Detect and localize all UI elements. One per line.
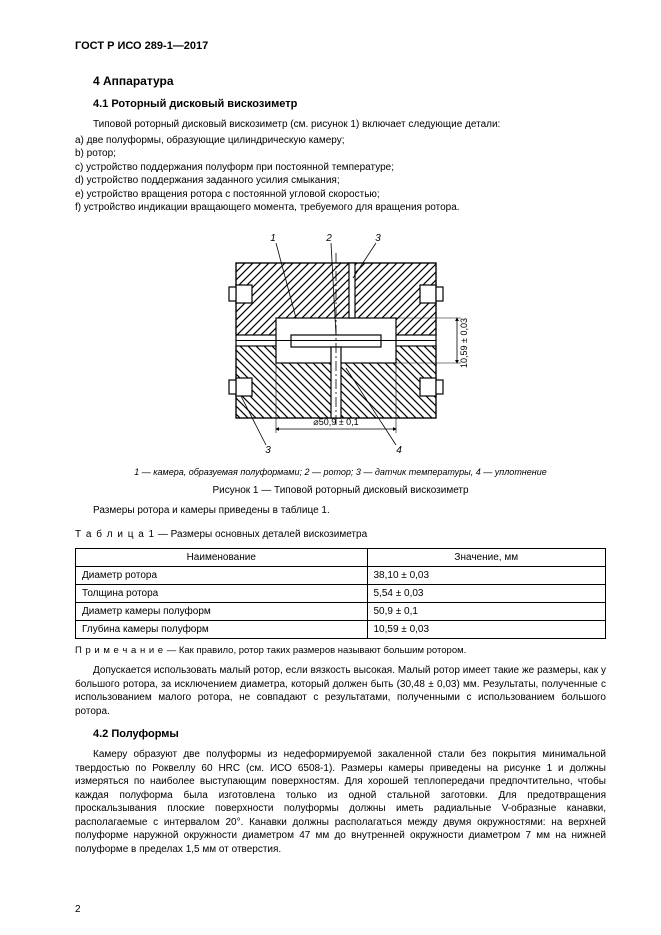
table-1-note: П р и м е ч а н и е — Как правило, ротор… [75, 645, 606, 656]
page-number: 2 [75, 904, 81, 915]
table-cell-name: Диаметр ротора [76, 567, 368, 585]
table-1-h-name: Наименование [76, 549, 368, 567]
table-row: Диаметр ротора 38,10 ± 0,03 [76, 567, 606, 585]
s41-item-e: e) устройство вращения ротора с постоянн… [75, 188, 606, 202]
figure-1-caption: Рисунок 1 — Типовой роторный дисковый ви… [75, 485, 606, 496]
table-cell-name: Диаметр камеры полуформ [76, 603, 368, 621]
table-cell-value: 38,10 ± 0,03 [367, 567, 606, 585]
table-1-title: Т а б л и ц а 1 — Размеры основных детал… [75, 529, 606, 540]
s41-item-c: c) устройство поддержания полуформ при п… [75, 161, 606, 175]
para-small-rotor: Допускается использовать малый ротор, ес… [75, 664, 606, 718]
fig-label-3: 3 [375, 233, 381, 244]
table-1-title-prefix: Т а б л и ц а 1 [75, 529, 155, 540]
table-row: Толщина ротора 5,54 ± 0,03 [76, 585, 606, 603]
figure-1: 1 2 3 3 4 ⌀50,9 ± 0,1 10,59 ± 0,03 [75, 223, 606, 461]
fig-label-1: 1 [270, 233, 276, 244]
table-cell-name: Глубина камеры полуформ [76, 621, 368, 639]
fig-label-4: 4 [396, 445, 402, 456]
s41-item-d: d) устройство поддержания заданного усил… [75, 174, 606, 188]
fig-dim-h: 10,59 ± 0,03 [459, 318, 469, 368]
table-cell-value: 50,9 ± 0,1 [367, 603, 606, 621]
table-cell-value: 5,54 ± 0,03 [367, 585, 606, 603]
s41-item-f: f) устройство индикации вращающего момен… [75, 201, 606, 215]
s41-item-b: b) ротор; [75, 147, 606, 161]
page: ГОСТ Р ИСО 289-1—2017 4 Аппаратура 4.1 Р… [0, 0, 661, 935]
table-1-h-value: Значение, мм [367, 549, 606, 567]
note-prefix: П р и м е ч а н и е [75, 645, 167, 656]
note-rest: — Как правило, ротор таких размеров назы… [167, 645, 467, 656]
fig-label-nut3: 3 [265, 445, 271, 456]
section-4-title: 4 Аппаратура [93, 74, 606, 88]
after-fig-para: Размеры ротора и камеры приведены в табл… [75, 504, 606, 518]
table-1-title-rest: — Размеры основных деталей вискозиметра [155, 529, 367, 540]
s41-item-a: a) две полуформы, образующие цилиндричес… [75, 134, 606, 148]
doc-header: ГОСТ Р ИСО 289-1—2017 [75, 40, 606, 52]
section-4-2-title: 4.2 Полуформы [93, 728, 606, 740]
fig-dim-d: ⌀50,9 ± 0,1 [313, 417, 358, 427]
s41-intro: Типовой роторный дисковый вискозиметр (с… [75, 118, 606, 132]
section-4-1-title: 4.1 Роторный дисковый вискозиметр [93, 98, 606, 110]
table-row: Глубина камеры полуформ 10,59 ± 0,03 [76, 621, 606, 639]
figure-1-svg: 1 2 3 3 4 ⌀50,9 ± 0,1 10,59 ± 0,03 [181, 223, 501, 458]
s42-para: Камеру образуют две полуформы из недефор… [75, 748, 606, 856]
table-cell-name: Толщина ротора [76, 585, 368, 603]
figure-1-legend: 1 — камера, образуемая полуформами; 2 — … [75, 467, 606, 477]
fig-label-2: 2 [325, 233, 332, 244]
table-1: Наименование Значение, мм Диаметр ротора… [75, 548, 606, 639]
table-row: Диаметр камеры полуформ 50,9 ± 0,1 [76, 603, 606, 621]
table-cell-value: 10,59 ± 0,03 [367, 621, 606, 639]
